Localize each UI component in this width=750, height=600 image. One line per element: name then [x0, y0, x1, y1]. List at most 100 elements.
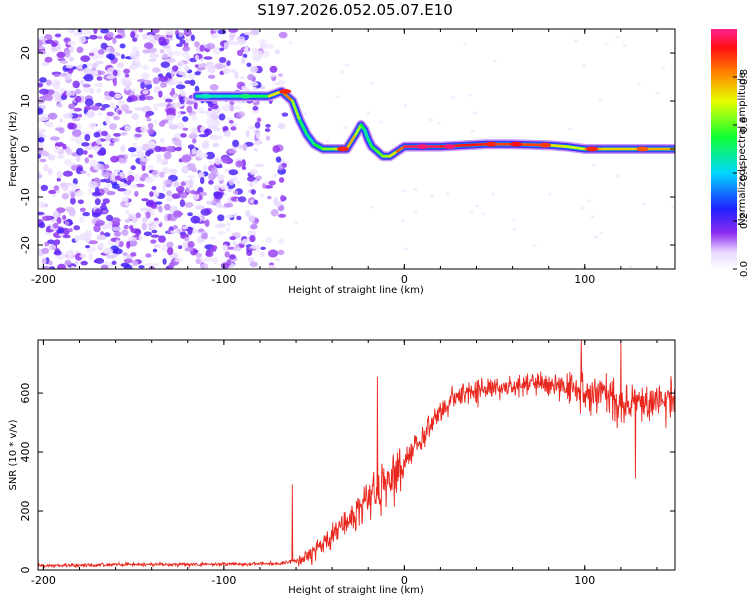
noise-blob: [208, 173, 215, 181]
noise-blob: [265, 43, 274, 50]
noise-blob: [233, 106, 241, 110]
noise-blob: [450, 96, 455, 100]
noise-blob: [91, 191, 102, 197]
noise-blob: [413, 209, 418, 213]
signal-ridge: [191, 86, 675, 162]
noise-blob: [636, 82, 641, 86]
noise-blob: [38, 148, 43, 155]
noise-blob: [280, 194, 285, 202]
noise-blob: [55, 43, 62, 52]
noise-blob: [93, 224, 101, 233]
noise-blob: [195, 149, 202, 157]
noise-blob: [110, 172, 116, 179]
noise-blob: [92, 212, 100, 218]
noise-blob: [171, 87, 175, 96]
noise-blob: [173, 80, 180, 86]
noise-blob: [188, 133, 198, 139]
noise-blob: [203, 128, 213, 136]
noise-blob: [162, 258, 167, 265]
noise-blob: [622, 44, 627, 48]
noise-blob: [235, 113, 241, 119]
noise-blob: [50, 136, 61, 141]
noise-blob: [120, 54, 125, 60]
noise-blob: [176, 185, 185, 193]
noise-blob: [264, 237, 273, 244]
noise-blob: [547, 192, 552, 196]
noise-blob: [472, 111, 477, 115]
noise-blob: [186, 105, 193, 114]
noise-blob: [335, 95, 340, 99]
noise-blob: [171, 193, 181, 199]
noise-blob: [89, 159, 98, 167]
noise-blob: [106, 254, 116, 259]
noise-blob: [274, 200, 282, 207]
noise-blob: [255, 175, 262, 180]
noise-blob: [90, 55, 99, 61]
snr-y-tick-label: 0: [19, 567, 32, 574]
noise-blob: [145, 201, 155, 206]
noise-blob: [194, 41, 200, 48]
noise-blob: [281, 112, 289, 117]
noise-blob: [50, 79, 58, 87]
noise-blob: [429, 118, 434, 122]
noise-blob: [490, 192, 495, 196]
noise-blob: [599, 231, 604, 235]
noise-blob: [194, 205, 205, 210]
snr-y-tick-label: 600: [19, 383, 32, 404]
noise-blob: [194, 71, 201, 76]
noise-blob: [252, 86, 257, 92]
noise-blob: [177, 111, 182, 118]
noise-blob: [234, 72, 239, 79]
noise-blob: [180, 133, 187, 138]
noise-blob: [219, 47, 225, 52]
noise-blob: [108, 53, 116, 61]
noise-blob: [106, 75, 116, 80]
noise-blob: [114, 93, 122, 99]
noise-blob: [175, 146, 182, 152]
noise-blob: [53, 146, 61, 154]
noise-blob: [74, 89, 82, 95]
snr-x-tick-label: -100: [211, 574, 236, 587]
noise-blob: [97, 112, 104, 116]
noise-blob: [151, 229, 158, 234]
signal-hotspot: [337, 146, 349, 152]
noise-blob: [532, 244, 537, 248]
noise-blob: [253, 179, 259, 184]
noise-blob: [43, 164, 49, 172]
noise-blob: [141, 72, 150, 80]
noise-blob: [268, 249, 278, 258]
signal-ridge-segment: [267, 90, 283, 98]
noise-blob: [195, 258, 201, 265]
noise-blob: [113, 133, 121, 137]
noise-blob: [262, 183, 267, 189]
noise-blob: [153, 263, 159, 267]
noise-blob: [249, 181, 254, 188]
noise-blob: [233, 246, 242, 252]
noise-blob: [93, 259, 99, 263]
noise-blob: [158, 206, 163, 213]
noise-blob: [248, 229, 257, 237]
noise-blob: [237, 161, 243, 166]
noise-blob: [164, 203, 171, 211]
noise-blob: [148, 224, 158, 230]
noise-blob: [88, 181, 98, 189]
noise-blob: [642, 202, 647, 206]
noise-blob: [150, 234, 160, 238]
noise-blob: [191, 168, 198, 173]
noise-blob: [253, 140, 261, 146]
noise-blob: [101, 130, 108, 137]
signal-hotspot: [443, 144, 456, 150]
noise-blob: [51, 193, 57, 197]
noise-blob: [121, 229, 129, 237]
noise-blob: [40, 184, 49, 192]
noise-blob: [226, 246, 236, 250]
noise-blob: [79, 216, 85, 223]
noise-blob: [141, 143, 150, 151]
noise-blob: [62, 184, 69, 192]
noise-blob: [158, 235, 166, 243]
noise-blob: [130, 228, 141, 234]
noise-blob: [184, 179, 190, 187]
noise-blob: [468, 93, 473, 97]
noise-blob: [130, 252, 137, 257]
spectrogram-y-tick-label: 20: [19, 46, 32, 60]
